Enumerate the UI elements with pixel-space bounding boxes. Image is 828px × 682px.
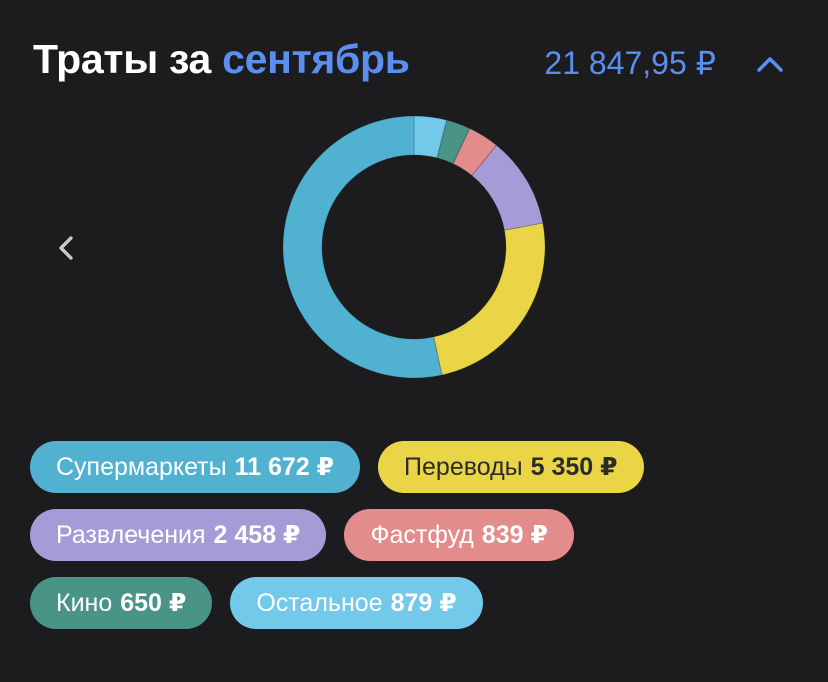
chip-name: Фастфуд — [370, 520, 474, 549]
donut-slice — [283, 116, 443, 378]
chip-value: 11 672 ₽ — [234, 453, 335, 481]
total-amount: 21 847,95 ₽ — [544, 45, 716, 81]
chevron-up-icon — [757, 57, 783, 72]
legend-row: Кино 650 ₽ Остальное 879 ₽ — [30, 577, 800, 629]
previous-month-button[interactable] — [50, 228, 84, 268]
chip-name: Остальное — [256, 588, 383, 617]
chip-cinema[interactable]: Кино 650 ₽ — [30, 577, 213, 629]
collapse-button[interactable] — [752, 46, 788, 82]
chip-supermarkets[interactable]: Супермаркеты 11 672 ₽ — [30, 441, 361, 493]
legend-row: Развлечения 2 458 ₽ Фастфуд 839 ₽ — [30, 509, 800, 561]
chip-value: 5 350 ₽ — [530, 453, 618, 481]
chip-value: 2 458 ₽ — [213, 521, 301, 549]
chip-name: Кино — [56, 588, 113, 617]
chip-other[interactable]: Остальное 879 ₽ — [230, 577, 483, 629]
chip-value: 839 ₽ — [481, 521, 548, 549]
spending-donut-chart — [283, 116, 545, 378]
donut-slice — [436, 119, 471, 165]
page-title: Траты за сентябрь — [33, 36, 410, 83]
title-prefix: Траты за — [33, 36, 212, 82]
legend-row: Супермаркеты 11 672 ₽ Переводы 5 350 ₽ — [30, 441, 800, 493]
chip-name: Переводы — [404, 452, 523, 481]
chip-value: 650 ₽ — [120, 589, 187, 617]
chevron-left-icon — [59, 236, 73, 260]
spending-header: Траты за сентябрь 21 847,95 ₽ — [33, 36, 788, 92]
chip-name: Супермаркеты — [56, 452, 227, 481]
donut-slice — [471, 144, 544, 231]
chip-name: Развлечения — [56, 520, 206, 549]
chip-transfers[interactable]: Переводы 5 350 ₽ — [378, 441, 644, 493]
chip-fastfood[interactable]: Фастфуд 839 ₽ — [344, 509, 574, 561]
category-legend: Супермаркеты 11 672 ₽ Переводы 5 350 ₽ Р… — [30, 441, 800, 645]
chip-entertainment[interactable]: Развлечения 2 458 ₽ — [30, 509, 327, 561]
month-selector[interactable]: сентябрь — [222, 36, 410, 82]
chip-value: 879 ₽ — [390, 589, 457, 617]
donut-slice — [433, 222, 545, 376]
